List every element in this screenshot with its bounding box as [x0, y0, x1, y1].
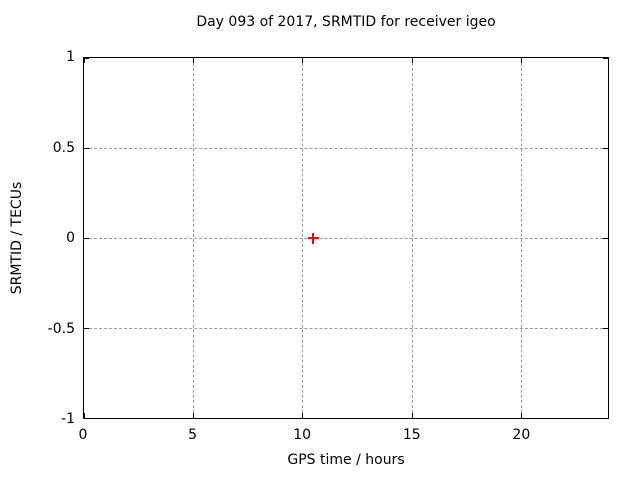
gridline-horizontal	[84, 328, 608, 329]
x-tick-label: 5	[188, 427, 198, 443]
y-tick-label: 0.5	[52, 139, 75, 156]
x-tick-mark	[84, 413, 85, 418]
x-tick-mark	[84, 58, 85, 63]
y-tick-mark	[603, 328, 608, 329]
y-tick-mark	[603, 148, 608, 149]
chart-title: Day 093 of 2017, SRMTID for receiver ige…	[196, 14, 496, 30]
x-tick-mark	[302, 58, 304, 63]
y-tick-label: -1	[61, 411, 75, 427]
y-tick-mark	[603, 418, 608, 419]
gridline-horizontal	[84, 238, 608, 239]
x-tick-label: 20	[512, 427, 531, 443]
x-tick-mark	[411, 58, 413, 63]
y-tick-mark	[603, 58, 608, 59]
marker-bar	[312, 233, 315, 244]
x-tick-label: 15	[402, 427, 421, 443]
x-tick-mark	[520, 413, 522, 418]
x-tick-mark	[302, 413, 304, 418]
x-tick-label: 10	[293, 427, 312, 443]
gridline-horizontal	[84, 148, 608, 149]
y-tick-mark	[84, 58, 89, 59]
x-tick-mark	[411, 413, 413, 418]
y-tick-label: 1	[66, 49, 75, 65]
y-tick-mark	[84, 238, 89, 239]
y-tick-mark	[603, 238, 608, 239]
plot-area	[83, 57, 609, 419]
y-tick-mark	[84, 328, 89, 329]
y-tick-label: -0.5	[47, 320, 75, 337]
y-tick-mark	[84, 418, 89, 419]
x-tick-mark	[193, 58, 195, 63]
y-tick-mark	[84, 148, 89, 149]
x-tick-label: 0	[78, 427, 88, 443]
x-tick-mark	[520, 58, 522, 63]
x-tick-mark	[193, 413, 195, 418]
y-tick-label: 0	[66, 230, 75, 246]
x-axis-title: GPS time / hours	[287, 452, 405, 468]
